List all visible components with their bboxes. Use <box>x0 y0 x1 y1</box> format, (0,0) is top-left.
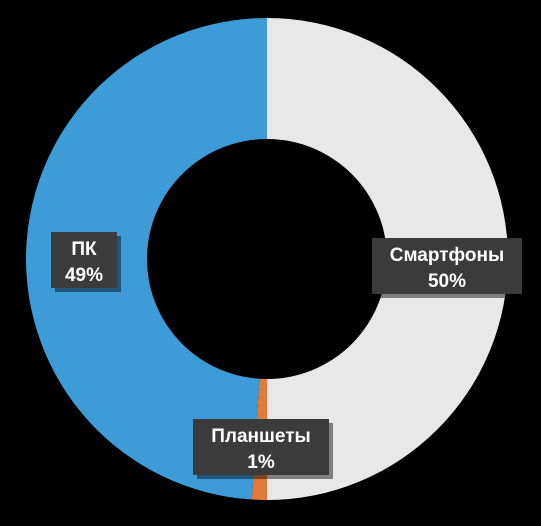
data-label-category: Смартфоны <box>390 245 504 266</box>
data-label-0: Смартфоны 50% <box>372 238 526 298</box>
data-label-category: Планшеты <box>211 426 310 447</box>
data-label-2: ПК 49% <box>51 232 121 292</box>
data-label-box <box>372 238 522 294</box>
slice-2 <box>25 18 267 500</box>
data-label-category: ПК <box>71 239 97 260</box>
data-label-box <box>193 419 329 475</box>
data-label-value: 49% <box>65 265 103 286</box>
labels-group: Смартфоны 50% Планшеты 1% ПК 49% <box>51 232 526 479</box>
data-label-1: Планшеты 1% <box>193 419 333 479</box>
data-label-box <box>51 232 117 288</box>
data-label-value: 1% <box>247 452 275 473</box>
data-label-value: 50% <box>428 271 466 292</box>
